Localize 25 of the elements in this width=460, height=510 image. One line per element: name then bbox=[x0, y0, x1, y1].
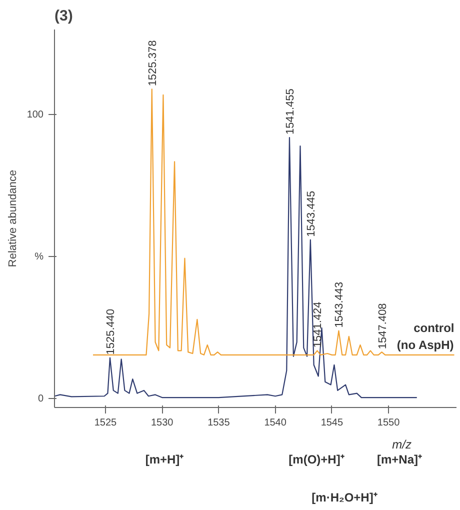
annotation: 1525.378 bbox=[146, 40, 159, 86]
x-tick-label: 1540 bbox=[264, 418, 287, 428]
x-axis-title: m/z bbox=[392, 438, 412, 452]
annotation: 1525.440 bbox=[104, 308, 117, 355]
x-tick-label: 1550 bbox=[377, 418, 400, 428]
y-axis-title: Relative abundance bbox=[6, 170, 19, 268]
y-tick-label: 0 bbox=[38, 393, 44, 404]
text: [m+Na]⁺ bbox=[376, 452, 422, 466]
x-tick-label: 1545 bbox=[320, 418, 344, 428]
annotation: 1543.445 bbox=[305, 190, 318, 237]
annotation: 1547.408 bbox=[376, 303, 389, 350]
x-tick-label: 1535 bbox=[208, 418, 230, 428]
line-series bbox=[92, 88, 455, 356]
series-label: control (no AspH) bbox=[396, 321, 454, 352]
x-tick-label: 1525 bbox=[94, 418, 118, 428]
text: [m(O)+H]⁺ bbox=[288, 452, 344, 466]
annotation: 1541.455 bbox=[284, 88, 296, 134]
x-tick-label: 1530 bbox=[150, 418, 174, 428]
annotation: 1541.424 bbox=[312, 302, 324, 348]
chart-title: (3) bbox=[54, 8, 73, 24]
y-tick-label: % bbox=[34, 251, 44, 262]
annotation: 1543.443 bbox=[334, 282, 346, 328]
text: [m·H₂O+H]⁺ bbox=[312, 490, 378, 504]
text: [m+H]⁺ bbox=[145, 452, 184, 466]
y-tick-label: 100 bbox=[26, 109, 44, 120]
